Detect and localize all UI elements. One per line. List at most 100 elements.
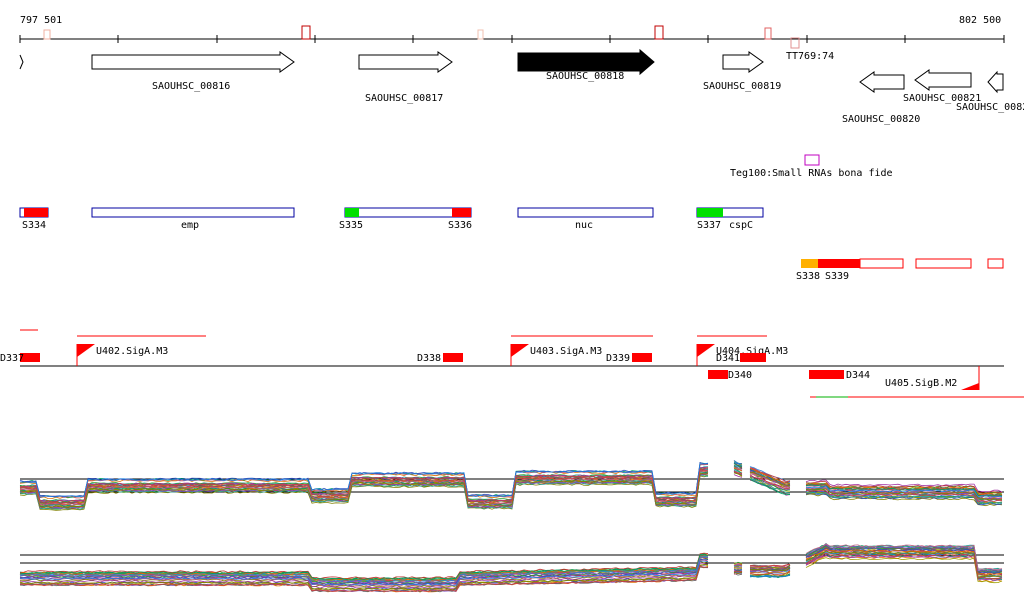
gene-label-00821: SAOUHSC_00821 — [903, 93, 981, 104]
expression-line — [19, 472, 709, 508]
segment-fill-green — [345, 208, 359, 217]
expression-line — [805, 552, 1003, 580]
expression-line — [733, 472, 743, 476]
expression-line — [749, 468, 791, 485]
gene-arrow-00820[interactable] — [859, 71, 905, 93]
expression-line — [806, 491, 1003, 505]
gene-arrow-00821[interactable] — [914, 69, 972, 91]
expression-line — [805, 484, 1003, 497]
promoter-flag-u404[interactable] — [697, 344, 715, 357]
segment-box-nuc[interactable] — [517, 207, 654, 218]
segment-fill-green — [697, 208, 723, 217]
expression-line — [749, 573, 791, 577]
segment-id-s334: S334 — [22, 220, 46, 231]
promoter-label-u405: U405.SigB.M2 — [885, 378, 957, 389]
expression-line — [805, 544, 1003, 573]
segment-box[interactable] — [859, 258, 904, 269]
expression-line — [20, 560, 709, 587]
expression-line — [19, 555, 709, 582]
expression-line — [733, 563, 743, 566]
segment-fill-orange[interactable] — [801, 259, 818, 268]
gene-label-00820: SAOUHSC_00820 — [842, 114, 920, 125]
ruler-marker — [764, 27, 772, 40]
expression-line — [749, 470, 791, 485]
small-rna-label: Teg100:Small RNAs bona fide — [730, 168, 893, 179]
terminator-label: TT769:74 — [786, 51, 834, 62]
gene-label-00819: SAOUHSC_00819 — [703, 81, 781, 92]
segment-id-s338: S338 — [796, 271, 820, 282]
segment-id-s339: S339 — [825, 271, 849, 282]
promoter-box[interactable] — [20, 353, 40, 362]
expression-line — [19, 553, 709, 581]
promoter-track: D337 U402.SigA.M3 D338 U403.SigA.M3 D339… — [0, 329, 1024, 398]
expression-line — [733, 564, 743, 567]
expression-line — [733, 468, 743, 474]
gene-arrow-fragment[interactable] — [19, 54, 24, 70]
expression-line — [749, 478, 791, 494]
expression-line — [805, 557, 1003, 584]
promoter-box[interactable] — [708, 370, 728, 379]
expression-line — [749, 474, 791, 490]
promoter-box[interactable] — [443, 353, 463, 362]
gene-label-00818: SAOUHSC_00818 — [546, 71, 624, 82]
expression-line — [19, 565, 709, 593]
promoter-flag-u403[interactable] — [511, 344, 529, 357]
promoter-id-d337: D337 — [0, 353, 24, 364]
gene-arrow-0082[interactable] — [987, 70, 1004, 94]
promoter-box[interactable] — [809, 370, 844, 379]
coordinate-ruler: 797 501 802 500 — [19, 15, 1005, 43]
promoter-box[interactable] — [632, 353, 652, 362]
expression-line — [749, 478, 791, 496]
expression-line — [19, 474, 709, 510]
segment-name-nuc: nuc — [575, 220, 593, 231]
expression-line — [749, 570, 791, 574]
gene-arrow-00816[interactable] — [91, 51, 295, 73]
expression-line — [805, 550, 1003, 578]
expression-line — [733, 462, 743, 468]
expression-line — [805, 554, 1003, 580]
gene-arrow-00819[interactable] — [722, 51, 764, 73]
expression-line — [733, 471, 743, 474]
promoter-id-d341: D341 — [716, 353, 740, 364]
expression-line — [749, 476, 791, 493]
promoter-flag-u402[interactable] — [77, 344, 95, 357]
terminator-marker — [790, 37, 800, 49]
expression-line — [805, 480, 1003, 494]
expression-line — [749, 564, 791, 568]
expression-line — [749, 468, 791, 482]
segment-box[interactable] — [987, 258, 1004, 269]
expression-line — [19, 563, 709, 591]
expression-line — [19, 467, 709, 503]
expression-line — [805, 548, 1003, 575]
expression-line — [749, 471, 791, 487]
promoter-id-d340: D340 — [728, 370, 752, 381]
expression-line — [805, 493, 1003, 506]
promoter-id-d339: D339 — [606, 353, 630, 364]
segment-box-emp[interactable] — [91, 207, 295, 218]
segment-name-cspc: cspC — [729, 220, 753, 231]
segment-id-s336: S336 — [448, 220, 472, 231]
expression-line — [19, 468, 708, 504]
expression-line — [19, 557, 709, 584]
small-rna-box[interactable] — [804, 154, 820, 166]
expression-line — [733, 571, 743, 575]
expression-line — [733, 561, 743, 565]
promoter-box[interactable] — [740, 353, 766, 362]
expression-line — [805, 493, 1003, 507]
small-rna-track: Teg100:Small RNAs bona fide — [730, 154, 893, 179]
promoter-flag-u405[interactable] — [961, 383, 979, 390]
gene-arrow-00817[interactable] — [358, 51, 453, 73]
segment-track: S334 emp S335 S336 nuc S337 cspC S338 S3… — [19, 207, 1004, 282]
expression-line — [749, 573, 791, 579]
expression-line — [733, 460, 743, 465]
expression-line — [749, 563, 791, 568]
expression-line — [733, 474, 743, 478]
segment-id-s337: S337 — [697, 220, 721, 231]
gene-arrow-00818[interactable] — [517, 48, 655, 76]
segment-fill-red — [452, 208, 471, 217]
segment-box[interactable] — [915, 258, 972, 269]
expression-line — [805, 544, 1003, 572]
promoter-label-u402: U402.SigA.M3 — [96, 346, 168, 357]
expression-line — [19, 470, 709, 507]
segment-fill-red[interactable] — [818, 259, 860, 268]
